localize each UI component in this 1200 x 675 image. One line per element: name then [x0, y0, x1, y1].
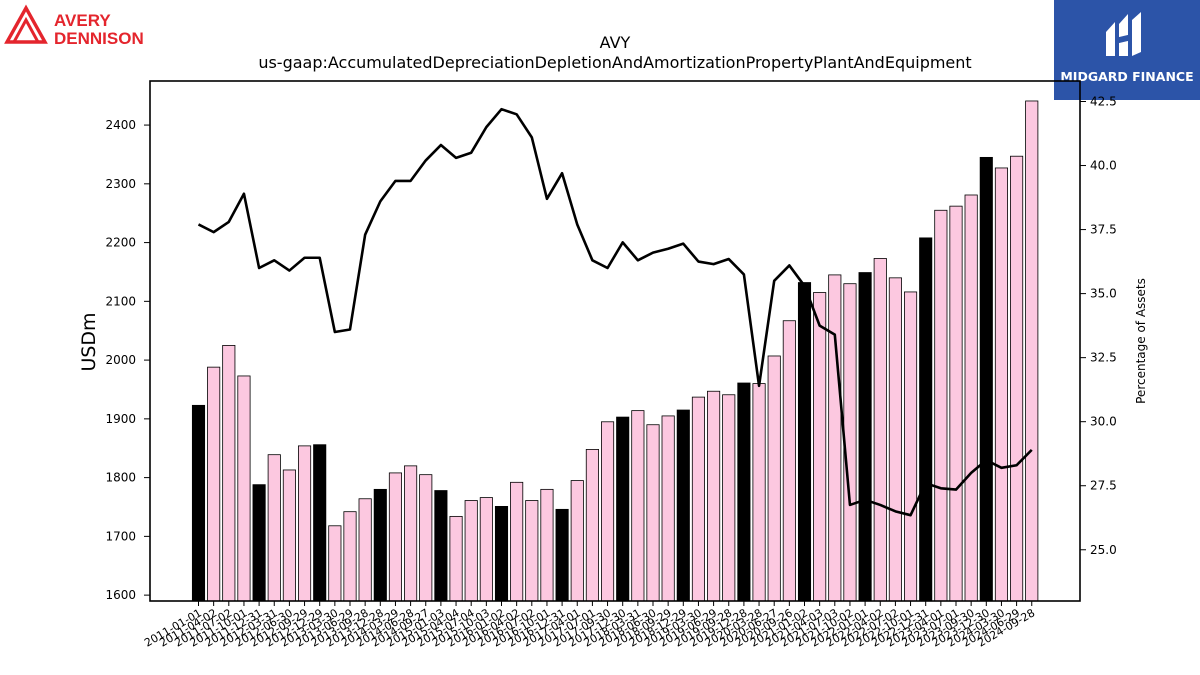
bar	[782, 320, 796, 602]
y-tick-label: 2100	[105, 294, 136, 308]
bar	[707, 390, 721, 602]
y2-tick-label: 32.5	[1090, 351, 1117, 365]
avery-dennison-logo: AVERY DENNISON	[4, 4, 174, 48]
y-tick-label: 1800	[105, 471, 136, 485]
bar	[601, 421, 615, 602]
y2-tick-label: 42.5	[1090, 94, 1117, 108]
plot-frame	[149, 80, 1081, 602]
bar	[737, 382, 751, 602]
bar	[570, 480, 584, 602]
avery-logo-word2: DENNISON	[54, 29, 144, 48]
bar	[858, 272, 872, 602]
midgard-finance-logo: MIDGARD FINANCE	[1054, 0, 1200, 100]
bar	[873, 258, 887, 602]
bar	[419, 474, 433, 602]
bar	[964, 194, 978, 602]
midgard-logo-mark	[1106, 12, 1141, 56]
y-tick-label: 2300	[105, 177, 136, 191]
bar	[449, 515, 463, 602]
line-series	[197, 107, 1033, 517]
y2-tick-label: 25.0	[1090, 543, 1117, 557]
bar	[207, 366, 221, 602]
y-tick-label: 1600	[105, 588, 136, 602]
bar	[813, 292, 827, 602]
y2-tick-label: 40.0	[1090, 159, 1117, 173]
bar	[1010, 155, 1024, 602]
bar	[949, 205, 963, 602]
bar	[358, 498, 372, 602]
y-tick-label: 1700	[105, 529, 136, 543]
bar	[646, 424, 660, 602]
chart-title: AVY	[600, 33, 631, 52]
bar	[297, 445, 312, 602]
bar	[313, 444, 327, 602]
x-axis: 2011-01-012011-04-022011-07-022011-10-01…	[142, 601, 1037, 650]
y2-tick-label: 37.5	[1090, 223, 1117, 237]
bar	[191, 404, 206, 602]
bar	[343, 511, 357, 602]
bar	[252, 484, 266, 602]
bar	[555, 508, 569, 602]
line-series-path	[197, 107, 1033, 517]
y2-axis-label: Percentage of Assets	[1134, 278, 1148, 404]
bar	[267, 454, 281, 602]
bar	[494, 505, 509, 602]
bar	[904, 291, 918, 602]
bar	[222, 345, 236, 602]
y2-tick-label: 35.0	[1090, 287, 1117, 301]
y-tick-label: 2400	[105, 118, 136, 132]
y-tick-label: 2000	[105, 353, 136, 367]
bar	[888, 277, 902, 602]
bar	[404, 465, 418, 602]
y-axis-right: 25.0 27.5 30.0 32.5 35.0 37.5 40.0 42.5	[1080, 94, 1117, 557]
bar	[525, 500, 539, 602]
bar	[979, 156, 993, 602]
bar	[510, 481, 524, 602]
bar-series	[191, 100, 1039, 602]
avery-logo-word1: AVERY	[54, 11, 111, 30]
y-axis-label: USDm	[78, 312, 100, 371]
bar	[797, 282, 812, 602]
bar	[373, 488, 387, 602]
bar	[676, 409, 690, 602]
bar	[994, 167, 1008, 602]
bar	[282, 469, 296, 602]
y-tick-label: 2200	[105, 236, 136, 250]
bar	[464, 500, 478, 602]
y2-tick-label: 27.5	[1090, 479, 1117, 493]
bar	[540, 488, 554, 602]
bar	[328, 525, 342, 602]
bar	[479, 497, 493, 602]
avery-logo-mark	[4, 4, 48, 44]
bar	[934, 209, 948, 602]
bar	[434, 490, 448, 602]
y-tick-label: 1900	[105, 412, 136, 426]
bar	[722, 394, 736, 602]
bar	[691, 396, 705, 602]
bar	[585, 449, 599, 602]
bar	[237, 375, 251, 602]
chart-subtitle: us-gaap:AccumulatedDepreciationDepletion…	[258, 53, 971, 72]
bar	[752, 383, 766, 602]
y2-tick-label: 30.0	[1090, 415, 1117, 429]
bar	[919, 237, 933, 602]
bar	[828, 274, 842, 602]
bar	[1025, 100, 1039, 602]
y-axis-left: 1600 1700 1800 1900 2000 2100 2200 2300 2400	[105, 118, 150, 602]
bar	[616, 416, 630, 602]
bar	[388, 472, 402, 602]
bar	[767, 355, 781, 602]
bar	[661, 415, 675, 602]
midgard-logo-text: MIDGARD FINANCE	[1060, 69, 1194, 84]
bar	[631, 410, 645, 602]
